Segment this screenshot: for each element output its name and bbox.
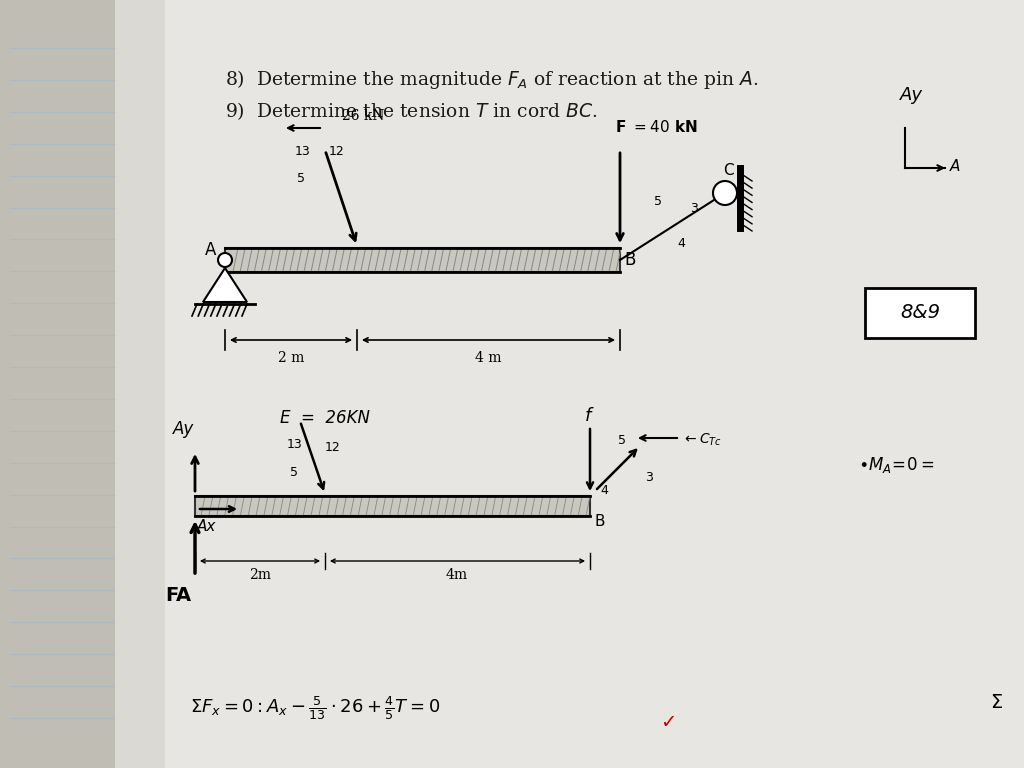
Polygon shape <box>203 268 247 302</box>
Polygon shape <box>0 0 130 768</box>
Text: 12: 12 <box>329 145 345 158</box>
Text: 9)  Determine the tension $T$ in cord $BC$.: 9) Determine the tension $T$ in cord $BC… <box>225 100 597 122</box>
Text: E  =  26KN: E = 26KN <box>280 409 370 427</box>
Text: 4: 4 <box>677 237 685 250</box>
Text: $\checkmark$: $\checkmark$ <box>660 711 675 730</box>
Text: 5: 5 <box>654 195 662 208</box>
Text: 3: 3 <box>690 202 698 215</box>
Text: 12: 12 <box>325 441 341 454</box>
Bar <box>195 496 590 516</box>
Text: Ay: Ay <box>900 86 923 104</box>
Text: 3: 3 <box>645 471 653 484</box>
Text: 4 m: 4 m <box>475 351 502 365</box>
Text: B: B <box>624 251 635 269</box>
Text: $\leftarrow C_{Tc}$: $\leftarrow C_{Tc}$ <box>682 432 722 449</box>
Circle shape <box>713 181 737 205</box>
Text: 13: 13 <box>295 145 310 158</box>
Text: 4m: 4m <box>445 568 468 582</box>
Text: F $=40$ kN: F $=40$ kN <box>615 119 697 135</box>
Text: $\bullet M_A \!=\! 0 =$: $\bullet M_A \!=\! 0 =$ <box>858 455 934 475</box>
Text: B: B <box>594 514 604 529</box>
Text: C: C <box>723 163 733 178</box>
Text: 26 kN: 26 kN <box>342 109 384 123</box>
Text: A: A <box>205 241 216 259</box>
Circle shape <box>218 253 232 267</box>
Text: 5: 5 <box>290 466 298 479</box>
Text: $\Sigma$: $\Sigma$ <box>990 693 1002 712</box>
Text: 2 m: 2 m <box>278 351 304 365</box>
Text: 2m: 2m <box>249 568 271 582</box>
Text: Ax: Ax <box>197 519 216 534</box>
Text: f: f <box>585 407 592 425</box>
Bar <box>225 248 620 272</box>
Text: 13: 13 <box>287 438 303 451</box>
Text: FA: FA <box>165 586 191 605</box>
Text: A: A <box>950 159 961 174</box>
Text: $\Sigma F_x = 0: A_x - \frac{5}{13} \cdot 26 + \frac{4}{5} T = 0$: $\Sigma F_x = 0: A_x - \frac{5}{13} \cdo… <box>190 694 440 722</box>
Polygon shape <box>115 0 1024 768</box>
Text: 4: 4 <box>600 484 608 497</box>
Text: 8)  Determine the magnitude $F_A$ of reaction at the pin $A$.: 8) Determine the magnitude $F_A$ of reac… <box>225 68 759 91</box>
Bar <box>865 288 975 338</box>
Text: 5: 5 <box>297 172 305 185</box>
Polygon shape <box>115 0 165 768</box>
Text: Ay: Ay <box>173 420 195 438</box>
Text: 8&9: 8&9 <box>900 303 940 323</box>
Text: 5: 5 <box>618 434 626 447</box>
